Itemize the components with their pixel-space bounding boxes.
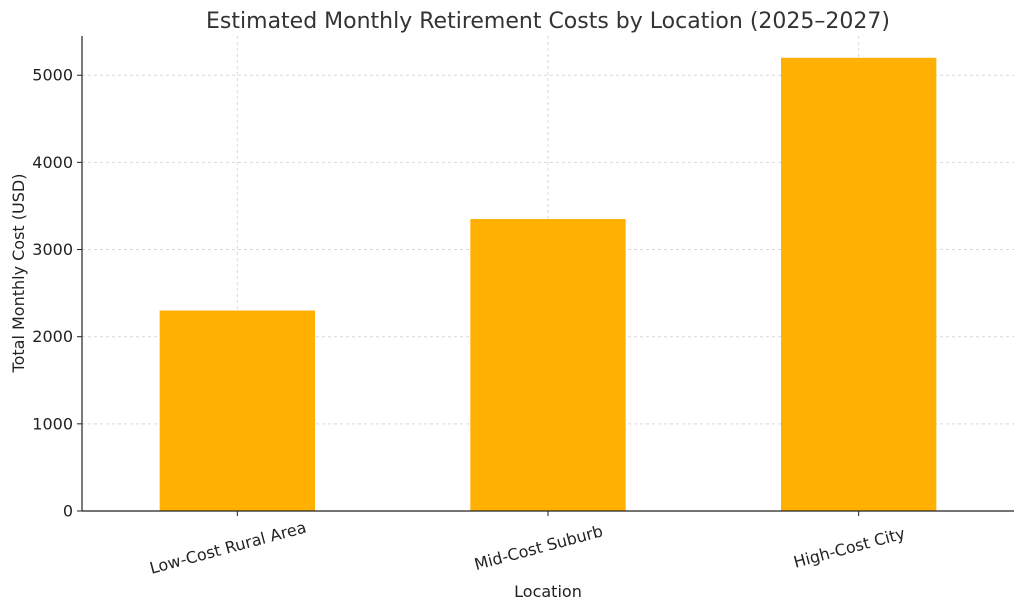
y-axis-ticks: 0 1000 2000 3000 4000 5000 xyxy=(32,66,82,521)
x-tick-label: High-Cost City xyxy=(791,524,907,572)
chart-title: Estimated Monthly Retirement Costs by Lo… xyxy=(206,9,890,34)
y-tick-label: 0 xyxy=(63,502,73,521)
x-axis-label: Location xyxy=(514,582,582,601)
bar xyxy=(470,219,626,511)
bar xyxy=(159,310,315,511)
x-axis-ticks: Low-Cost Rural Area Mid-Cost Suburb High-C… xyxy=(148,511,907,578)
bars xyxy=(159,57,937,511)
bar xyxy=(781,57,937,511)
x-tick-label: Mid-Cost Suburb xyxy=(472,521,605,574)
y-tick-label: 3000 xyxy=(32,240,73,259)
y-tick-label: 1000 xyxy=(32,414,73,433)
y-axis-label: Total Monthly Cost (USD) xyxy=(9,174,28,374)
y-tick-label: 5000 xyxy=(32,66,73,85)
y-tick-label: 2000 xyxy=(32,327,73,346)
y-tick-label: 4000 xyxy=(32,153,73,172)
x-tick-label: Low-Cost Rural Area xyxy=(148,518,309,578)
